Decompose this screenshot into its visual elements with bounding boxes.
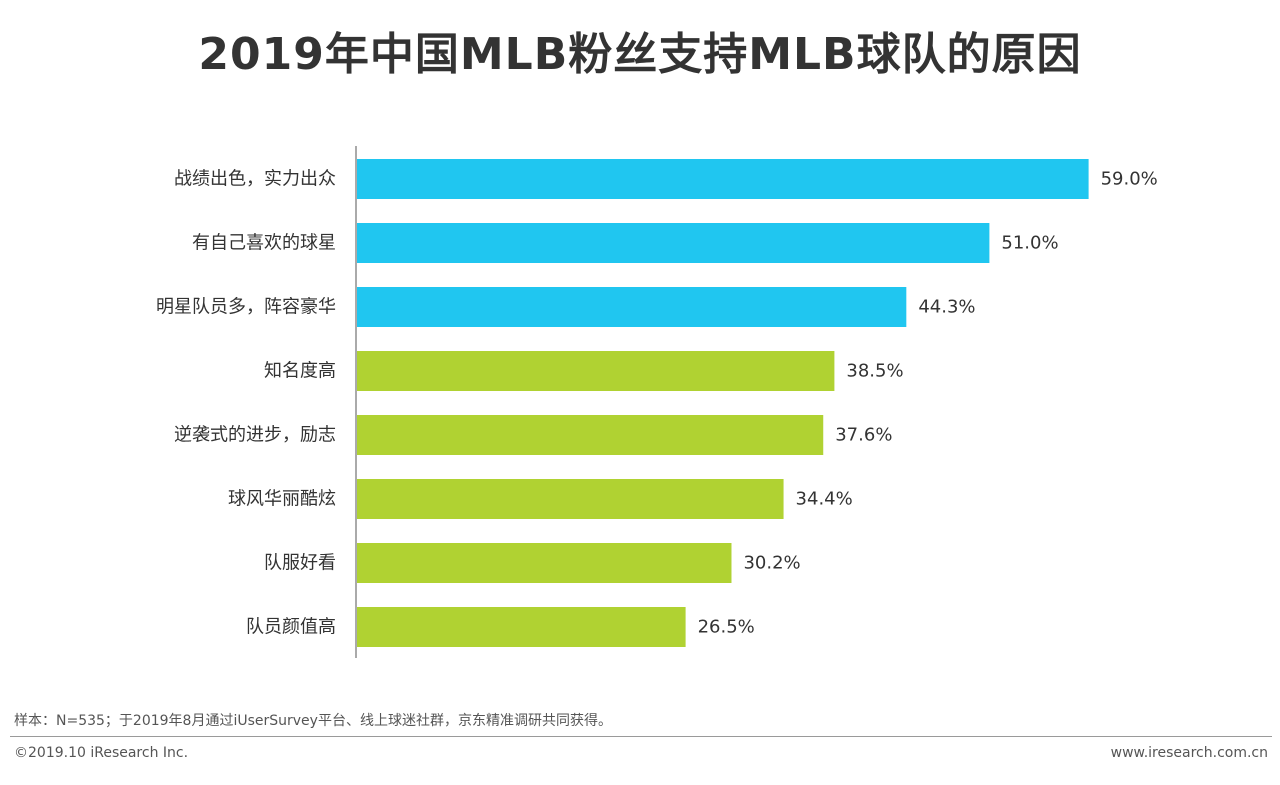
bar-3	[357, 287, 907, 327]
value-label-6: 34.4%	[796, 489, 853, 510]
chart-title: 2019年中国MLB粉丝支持MLB球队的原因	[198, 29, 1082, 80]
category-label-5: 逆袭式的进步，励志	[174, 425, 336, 446]
bar-6	[357, 479, 784, 519]
value-label-7: 30.2%	[743, 553, 800, 574]
value-label-1: 59.0%	[1101, 169, 1158, 190]
value-label-2: 51.0%	[1001, 233, 1058, 254]
value-label-5: 37.6%	[835, 425, 892, 446]
bar-2	[357, 223, 990, 263]
category-label-4: 知名度高	[264, 361, 336, 382]
category-label-3: 明星队员多，阵容豪华	[156, 297, 336, 318]
website-link[interactable]: www.iresearch.com.cn	[1110, 745, 1268, 761]
category-label-7: 队服好看	[264, 553, 336, 574]
footnote: 样本：N=535；于2019年8月通过iUserSurvey平台、线上球迷社群，…	[14, 713, 612, 729]
bar-5	[357, 415, 824, 455]
copyright: ©2019.10 iResearch Inc.	[14, 745, 189, 761]
category-label-2: 有自己喜欢的球星	[192, 233, 336, 254]
category-label-8: 队员颜值高	[246, 617, 336, 638]
bars-layer: 战绩出色，实力出众 59.0% 有自己喜欢的球星 51.0% 明星队员多，阵容豪华 44.…	[156, 159, 1158, 647]
bar-chart: 战绩出色，实力出众 59.0% 有自己喜欢的球星 51.0% 明星队员多，阵容豪华 44.…	[156, 146, 1158, 658]
category-label-6: 球风华丽酷炫	[228, 489, 336, 510]
category-label-1: 战绩出色，实力出众	[174, 169, 336, 190]
value-label-4: 38.5%	[846, 361, 903, 382]
bar-1	[357, 159, 1089, 199]
bar-7	[357, 543, 732, 583]
bar-8	[357, 607, 686, 647]
value-label-8: 26.5%	[698, 617, 755, 638]
footer-divider	[10, 736, 1272, 737]
bar-4	[357, 351, 835, 391]
value-label-3: 44.3%	[918, 297, 975, 318]
